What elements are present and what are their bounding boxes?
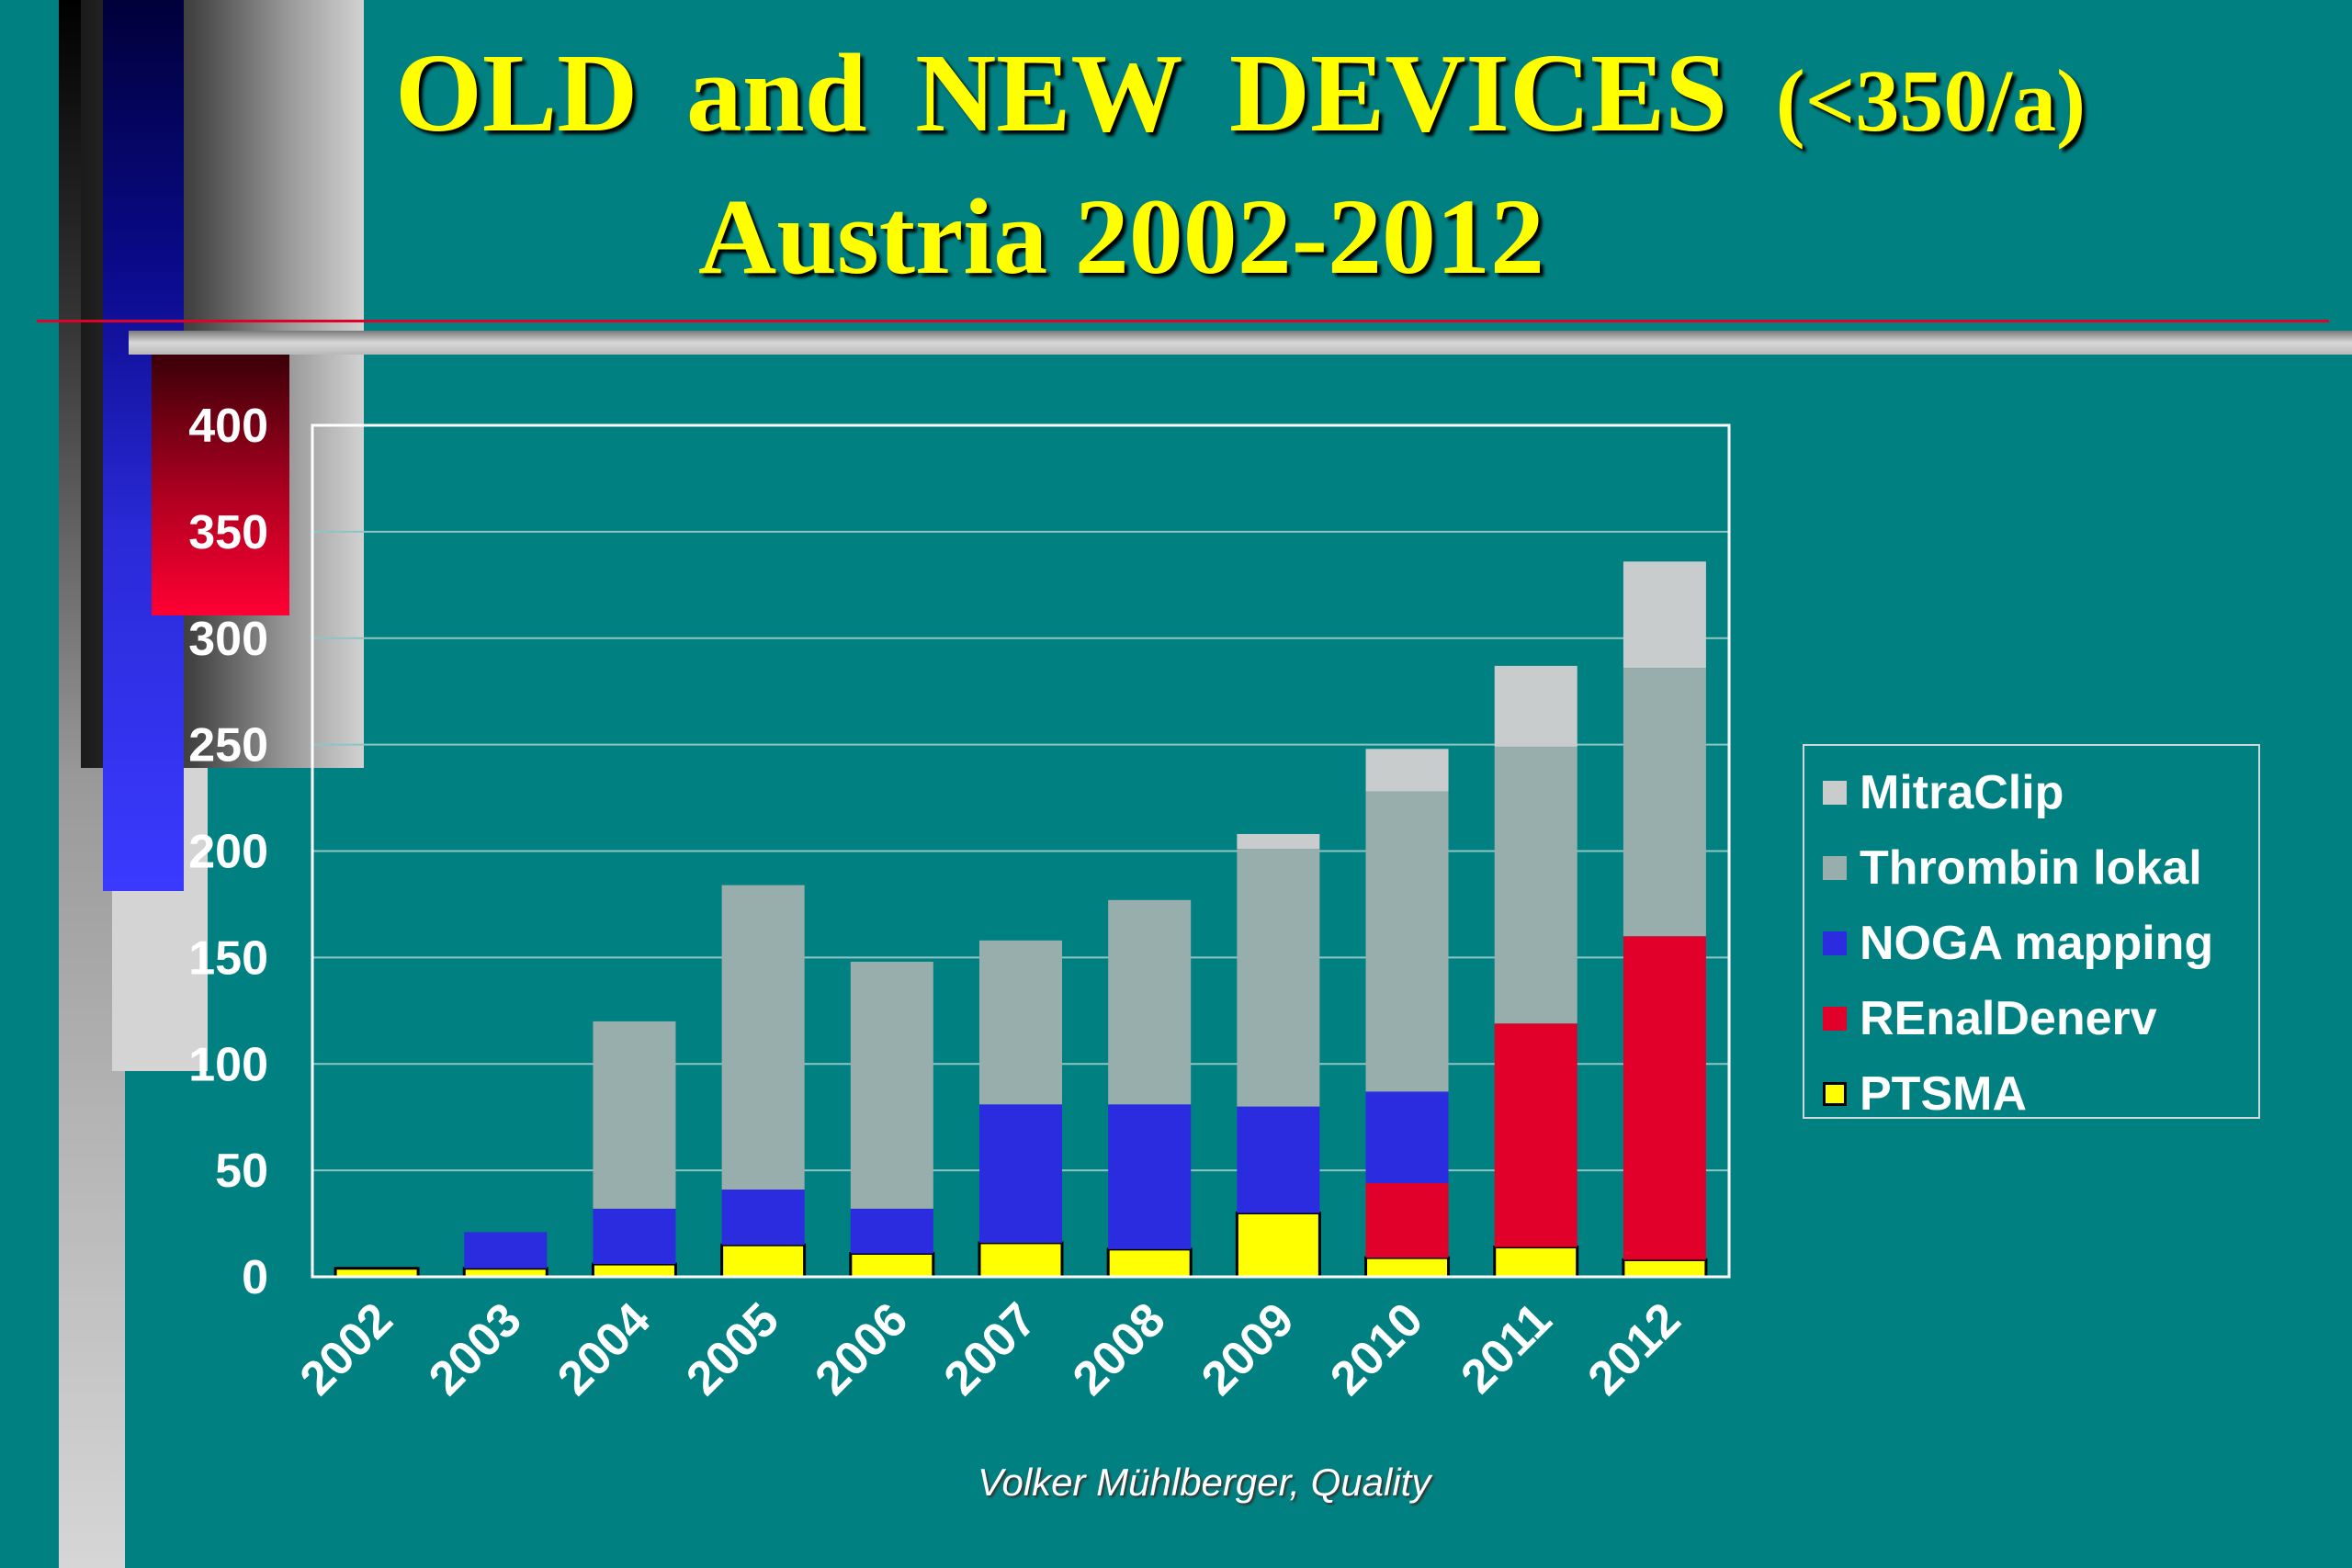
legend-label: Thrombin lokal xyxy=(1860,841,2202,895)
y-axis-ticks: 0 50 100 150 200 250 300 350 400 xyxy=(188,400,268,1304)
bar-thrombin-lokal-2005 xyxy=(721,885,805,1190)
legend-label: NOGA mapping xyxy=(1860,917,2214,970)
legend-swatch xyxy=(1823,1007,1847,1031)
legend-label: REnalDenerv xyxy=(1860,992,2157,1045)
bar-ptsma-2005 xyxy=(720,1243,807,1279)
legend-swatch xyxy=(1823,781,1847,805)
bar-noga-mapping-2003 xyxy=(464,1232,548,1269)
y-tick-label: 50 xyxy=(215,1145,268,1198)
bar-noga-mapping-2010 xyxy=(1365,1091,1449,1184)
x-axis-ticks: 2002 2003 2004 2005 2006 2007 2008 2009 2010 2011… xyxy=(290,1292,1691,1405)
bar-thrombin-lokal-2008 xyxy=(1108,899,1192,1105)
bar-ptsma-2011 xyxy=(1493,1246,1579,1279)
x-tick-label: 2011 xyxy=(1451,1292,1562,1404)
bar-renaldenerv-2010 xyxy=(1365,1183,1449,1258)
x-tick-label: 2012 xyxy=(1578,1292,1691,1405)
decor-red-rule xyxy=(37,320,2329,322)
bar-ptsma-2010 xyxy=(1364,1256,1451,1279)
legend-swatch xyxy=(1823,1082,1847,1106)
bar-noga-mapping-2006 xyxy=(850,1208,933,1254)
bar-thrombin-lokal-2010 xyxy=(1365,791,1449,1092)
legend-item-noga-mapping: NOGA mapping xyxy=(1804,906,2258,981)
x-tick-label: 2002 xyxy=(290,1292,403,1405)
legend-swatch xyxy=(1823,931,1847,955)
bar-noga-mapping-2005 xyxy=(721,1189,805,1246)
legend: MitraClip Thrombin lokal NOGA mapping REnal… xyxy=(1803,744,2260,1121)
author-credit: Volker Mühlberger, Quality xyxy=(978,1461,1431,1504)
bar-thrombin-lokal-2006 xyxy=(850,962,933,1209)
y-tick-label: 250 xyxy=(188,719,268,773)
bar-ptsma-2008 xyxy=(1106,1247,1193,1279)
y-tick-label: 200 xyxy=(188,826,268,879)
bar-noga-mapping-2008 xyxy=(1108,1104,1192,1249)
bar-mitraclip-2009 xyxy=(1237,833,1320,850)
plot-frame xyxy=(311,423,1731,1279)
bar-mitraclip-2012 xyxy=(1623,561,1706,669)
decor-red-block xyxy=(152,355,289,615)
legend-label: PTSMA xyxy=(1860,1067,2027,1121)
x-tick-label: 2003 xyxy=(419,1292,532,1405)
y-tick-label: 350 xyxy=(188,506,268,559)
x-tick-label: 2009 xyxy=(1192,1292,1305,1405)
legend-item-mitraclip: MitraClip xyxy=(1804,755,2258,830)
y-tick-label: 100 xyxy=(188,1038,268,1091)
slide-subtitle: Austria 2002-2012 xyxy=(698,176,1545,297)
bar-ptsma-2012 xyxy=(1622,1258,1708,1279)
bar-mitraclip-2010 xyxy=(1365,749,1449,792)
decor-gray-rule xyxy=(129,331,2352,355)
title-suffix: (<350/a) xyxy=(1775,51,2086,150)
y-tick-label: 300 xyxy=(188,613,268,666)
legend-item-renaldenerv: REnalDenerv xyxy=(1804,981,2258,1056)
bar-ptsma-2007 xyxy=(978,1241,1064,1279)
y-tick-label: 150 xyxy=(188,931,268,985)
bar-ptsma-2006 xyxy=(849,1252,935,1279)
bar-thrombin-lokal-2007 xyxy=(979,940,1062,1105)
bar-noga-mapping-2007 xyxy=(979,1104,1062,1243)
bar-mitraclip-2011 xyxy=(1494,665,1577,747)
legend-item-thrombin-lokal: Thrombin lokal xyxy=(1804,830,2258,906)
legend-label: MitraClip xyxy=(1860,766,2064,819)
x-tick-label: 2005 xyxy=(676,1292,789,1405)
bar-renaldenerv-2011 xyxy=(1494,1023,1577,1247)
bar-thrombin-lokal-2009 xyxy=(1237,849,1320,1107)
bar-noga-mapping-2009 xyxy=(1237,1106,1320,1213)
x-tick-label: 2007 xyxy=(934,1292,1047,1405)
x-tick-label: 2008 xyxy=(1063,1292,1176,1405)
title-main: OLD and NEW DEVICES xyxy=(395,31,1728,155)
x-tick-label: 2010 xyxy=(1320,1292,1433,1405)
x-tick-label: 2006 xyxy=(805,1292,918,1405)
y-tick-label: 400 xyxy=(188,400,268,453)
bar-thrombin-lokal-2012 xyxy=(1623,668,1706,937)
legend-item-ptsma: PTSMA xyxy=(1804,1056,2258,1132)
bar-renaldenerv-2012 xyxy=(1623,936,1706,1260)
y-tick-label: 0 xyxy=(242,1251,268,1304)
bar-thrombin-lokal-2004 xyxy=(593,1021,676,1209)
slide-title: OLD and NEW DEVICES (<350/a) xyxy=(395,29,2086,158)
bar-ptsma-2009 xyxy=(1235,1211,1321,1279)
bar-ptsma-2004 xyxy=(591,1262,677,1279)
bars xyxy=(334,561,1708,1279)
legend-swatch xyxy=(1823,856,1847,880)
x-tick-label: 2004 xyxy=(548,1292,661,1405)
bar-thrombin-lokal-2011 xyxy=(1494,746,1577,1024)
bar-noga-mapping-2004 xyxy=(593,1208,676,1265)
